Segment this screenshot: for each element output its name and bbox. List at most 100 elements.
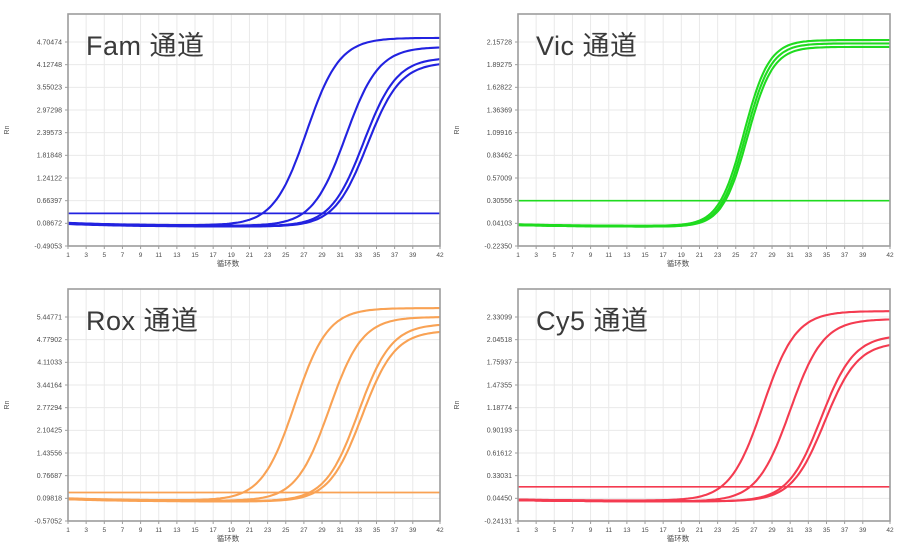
y-tick-label: 0.33031 bbox=[487, 473, 512, 480]
x-tick-label: 3 bbox=[534, 527, 538, 534]
y-tick-label: 1.36369 bbox=[487, 107, 512, 114]
y-axis-label: Rn bbox=[4, 125, 11, 134]
x-tick-label: 31 bbox=[337, 252, 345, 259]
y-tick-label: 2.77294 bbox=[37, 405, 62, 412]
x-axis-label: 循环数 bbox=[667, 258, 690, 268]
y-tick-label: 1.62822 bbox=[487, 85, 512, 92]
x-tick-label: 29 bbox=[768, 527, 776, 534]
fam-channel-curve-4 bbox=[68, 63, 440, 228]
x-tick-label: 31 bbox=[337, 527, 345, 534]
x-tick-label: 31 bbox=[787, 527, 795, 534]
vic-chart-title: Vic 通道 bbox=[536, 31, 638, 61]
y-tick-label: 1.47355 bbox=[487, 382, 512, 389]
x-tick-label: 3 bbox=[84, 252, 88, 259]
fam-amplification-chart: 4.70474 4.12748 3.55023 2.97298 2.39573 1.818… bbox=[0, 0, 450, 275]
x-tick-label: 13 bbox=[623, 527, 631, 534]
y-tick-label: 2.33099 bbox=[487, 314, 512, 321]
y-tick-label: 0.61612 bbox=[487, 450, 512, 457]
x-tick-label: 15 bbox=[191, 527, 199, 534]
x-tick-label: 29 bbox=[318, 252, 326, 259]
x-tick-label: 29 bbox=[768, 252, 776, 259]
x-tick-label: 17 bbox=[210, 527, 218, 534]
x-tick-label: 5 bbox=[102, 252, 106, 259]
cy5-chart-title: Cy5 通道 bbox=[536, 306, 649, 336]
x-tick-label: 42 bbox=[436, 527, 444, 534]
x-tick-label: 27 bbox=[750, 252, 758, 259]
x-tick-label: 37 bbox=[391, 527, 399, 534]
x-axis-label: 循环数 bbox=[217, 258, 240, 268]
x-tick-label: 33 bbox=[805, 527, 813, 534]
x-tick-label: 1 bbox=[516, 252, 520, 259]
y-tick-label: 1.18774 bbox=[487, 405, 512, 412]
x-axis-label: 循环数 bbox=[217, 533, 240, 543]
y-tick-label: 2.10425 bbox=[37, 428, 62, 435]
x-tick-label: 25 bbox=[282, 252, 290, 259]
x-tick-label: 35 bbox=[373, 527, 381, 534]
y-axis-label: Rn bbox=[454, 400, 461, 409]
y-tick-label: 0.30556 bbox=[487, 198, 512, 205]
x-tick-label: 39 bbox=[409, 252, 417, 259]
panel-vic-channel: 2.15728 1.89275 1.62822 1.36369 1.09916 0.834… bbox=[450, 0, 900, 275]
vic-channel-plot-svg: 2.15728 1.89275 1.62822 1.36369 1.09916 0.834… bbox=[454, 13, 894, 268]
rox-channel-plot-svg: 5.44771 4.77902 4.11033 3.44164 2.77294 2.104… bbox=[4, 288, 444, 543]
x-tick-label: 9 bbox=[139, 527, 143, 534]
y-tick-label: 0.76687 bbox=[37, 473, 62, 480]
x-tick-label: 11 bbox=[605, 252, 612, 259]
x-tick-label: 7 bbox=[571, 252, 575, 259]
x-tick-label: 15 bbox=[641, 527, 649, 534]
x-tick-label: 42 bbox=[886, 527, 894, 534]
x-tick-label: 11 bbox=[155, 527, 162, 534]
x-tick-label: 21 bbox=[246, 527, 254, 534]
x-tick-label: 25 bbox=[732, 527, 740, 534]
fam-chart-title: Fam 通道 bbox=[86, 31, 205, 61]
rox-channel-curve-4 bbox=[68, 330, 440, 503]
y-tick-label: 0.83462 bbox=[487, 153, 512, 160]
x-tick-label: 21 bbox=[696, 252, 704, 259]
y-tick-label: 1.24122 bbox=[37, 175, 62, 182]
x-tick-label: 9 bbox=[139, 252, 143, 259]
y-tick-label: 0.04450 bbox=[487, 496, 512, 503]
y-tick-label: 0.90193 bbox=[487, 428, 512, 435]
x-tick-label: 42 bbox=[436, 252, 444, 259]
x-tick-label: 35 bbox=[823, 527, 831, 534]
x-tick-label: 7 bbox=[121, 252, 125, 259]
x-tick-label: 1 bbox=[66, 527, 70, 534]
plot-border bbox=[517, 13, 891, 247]
x-tick-label: 17 bbox=[660, 527, 668, 534]
x-tick-label: 35 bbox=[373, 252, 381, 259]
x-tick-label: 23 bbox=[714, 252, 722, 259]
x-axis-label: 循环数 bbox=[667, 533, 690, 543]
x-tick-label: 17 bbox=[660, 252, 668, 259]
x-tick-label: 27 bbox=[300, 252, 308, 259]
y-tick-label: 0.08672 bbox=[37, 221, 62, 228]
panel-rox-channel: 5.44771 4.77902 4.11033 3.44164 2.77294 2.104… bbox=[0, 275, 450, 550]
x-tick-label: 1 bbox=[516, 527, 520, 534]
x-tick-label: 27 bbox=[750, 527, 758, 534]
cy5-channel-curve-4 bbox=[518, 343, 890, 503]
rox-channel-curve-2 bbox=[68, 316, 440, 502]
fam-channel-curve-2 bbox=[68, 46, 440, 227]
fam-channel-curve-1 bbox=[68, 36, 440, 227]
x-tick-label: 13 bbox=[623, 252, 631, 259]
y-tick-label: 1.43556 bbox=[37, 450, 62, 457]
x-tick-label: 9 bbox=[589, 527, 593, 534]
y-tick-label: 4.12748 bbox=[37, 62, 62, 69]
x-tick-label: 9 bbox=[589, 252, 593, 259]
x-tick-label: 29 bbox=[318, 527, 326, 534]
x-tick-label: 39 bbox=[859, 252, 867, 259]
x-tick-label: 5 bbox=[102, 527, 106, 534]
x-tick-label: 35 bbox=[823, 252, 831, 259]
y-tick-label: 1.75937 bbox=[487, 360, 512, 367]
x-tick-label: 25 bbox=[282, 527, 290, 534]
y-tick-label: 1.89275 bbox=[487, 62, 512, 69]
plot-border bbox=[517, 288, 891, 522]
y-tick-label: 0.09818 bbox=[37, 496, 62, 503]
fam-channel-plot-svg: 4.70474 4.12748 3.55023 2.97298 2.39573 1.818… bbox=[4, 13, 444, 268]
x-tick-label: 3 bbox=[84, 527, 88, 534]
cy5-channel-curve-2 bbox=[518, 318, 890, 503]
x-tick-label: 23 bbox=[264, 527, 272, 534]
x-tick-label: 42 bbox=[886, 252, 894, 259]
x-tick-label: 5 bbox=[552, 527, 556, 534]
x-tick-label: 23 bbox=[264, 252, 272, 259]
